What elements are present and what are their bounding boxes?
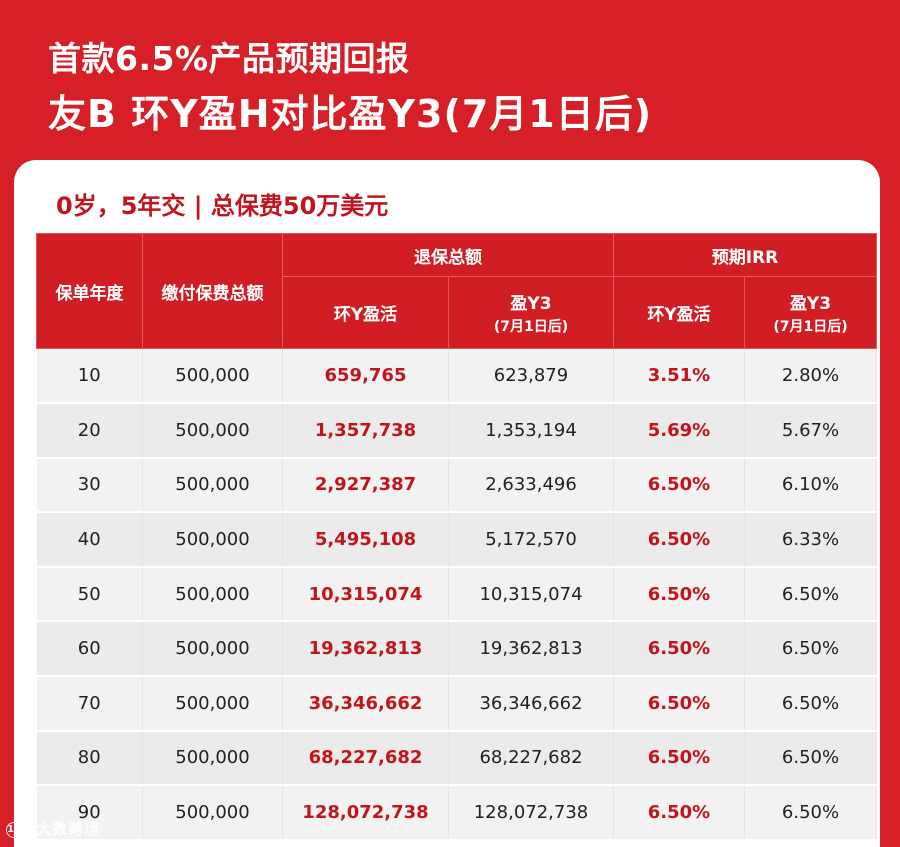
- cell-irr-a: 3.51%: [613, 348, 745, 405]
- cell-irr-a: 6.50%: [613, 730, 745, 787]
- col-header-irr-a: 环Y盈活: [613, 276, 745, 349]
- cell-year: 60: [36, 621, 143, 678]
- cell-premium: 500,000: [142, 457, 283, 514]
- cell-surrender-b: 5,172,570: [448, 512, 614, 568]
- cell-irr-a: 6.50%: [613, 676, 745, 732]
- col-header-irr-b: 盈Y3 (7月1日后): [743, 276, 878, 349]
- cell-irr-b: 2.80%: [744, 348, 878, 405]
- cell-surrender-b: 623,879: [448, 348, 614, 405]
- col-header-premium: 缴付保费总额: [142, 233, 283, 349]
- watermark-text: 大数跨境: [36, 820, 101, 838]
- col-header-surrender-b: 盈Y3 (7月1日后): [448, 276, 614, 349]
- cell-year: 50: [36, 566, 143, 623]
- cell-year: 10: [36, 348, 143, 405]
- cell-irr-b: 5.67%: [744, 403, 878, 459]
- cell-premium: 500,000: [142, 403, 283, 459]
- col-header-year: 保单年度: [36, 233, 143, 349]
- col-header-surrender-a: 环Y盈活: [282, 276, 449, 349]
- cell-surrender-b: 10,315,074: [448, 566, 614, 623]
- cell-premium: 500,000: [142, 348, 283, 405]
- cell-year: 80: [36, 730, 143, 787]
- cell-irr-b: 6.50%: [744, 621, 878, 678]
- plan-summary: 0岁，5年交 | 总保费50万美元: [56, 192, 389, 220]
- col-header-label: 环Y盈活: [647, 305, 711, 325]
- cell-irr-a: 6.50%: [613, 566, 745, 623]
- watermark-logo-icon: 100: [6, 821, 32, 838]
- cell-surrender-a: 19,362,813: [282, 621, 449, 678]
- cell-surrender-b: 36,346,662: [448, 676, 614, 732]
- cell-surrender-b: 19,362,813: [448, 621, 614, 678]
- cell-surrender-a: 128,072,738: [282, 785, 449, 841]
- cell-surrender-a: 659,765: [282, 348, 449, 405]
- cell-premium: 500,000: [142, 730, 283, 787]
- group-header-surrender: 退保总额: [282, 233, 614, 277]
- col-header-label: 盈Y3: [510, 294, 552, 314]
- col-header-label: 环Y盈活: [333, 305, 398, 325]
- cell-irr-b: 6.50%: [744, 785, 878, 841]
- cell-surrender-b: 1,353,194: [448, 403, 614, 459]
- cell-irr-b: 6.50%: [744, 676, 878, 732]
- cell-irr-a: 6.50%: [613, 512, 745, 568]
- cell-premium: 500,000: [142, 512, 283, 568]
- cell-irr-a: 5.69%: [613, 403, 745, 459]
- cell-surrender-b: 68,227,682: [448, 730, 614, 787]
- table-row: 40 500,000 5,495,108 5,172,570 6.50% 6.3…: [36, 512, 878, 568]
- cell-surrender-b: 128,072,738: [448, 785, 614, 841]
- table-row: 20 500,000 1,357,738 1,353,194 5.69% 5.6…: [36, 403, 878, 459]
- table-row: 60 500,000 19,362,813 19,362,813 6.50% 6…: [36, 621, 878, 678]
- cell-irr-b: 6.50%: [744, 730, 878, 787]
- page-header: 首款6.5%产品预期回报 友B 环Y盈H对比盈Y3(7月1日后): [48, 34, 880, 144]
- comparison-card: 0岁，5年交 | 总保费50万美元 保单年度 缴付保费总额 退保总额 预期IRR…: [14, 160, 880, 847]
- table-row: 30 500,000 2,927,387 2,633,496 6.50% 6.1…: [36, 457, 878, 514]
- cell-year: 30: [36, 457, 143, 514]
- cell-surrender-a: 10,315,074: [282, 566, 449, 623]
- cell-surrender-a: 36,346,662: [282, 676, 449, 732]
- table-row: 10 500,000 659,765 623,879 3.51% 2.80%: [36, 348, 878, 405]
- cell-surrender-b: 2,633,496: [448, 457, 614, 514]
- cell-year: 40: [36, 512, 143, 568]
- cell-surrender-a: 2,927,387: [282, 457, 449, 514]
- cell-premium: 500,000: [142, 785, 283, 841]
- cell-premium: 500,000: [142, 676, 283, 732]
- comparison-table: 保单年度 缴付保费总额 退保总额 预期IRR 环Y盈活 盈Y3 (7月1日后) 环…: [36, 233, 878, 841]
- col-header-label: 盈Y3: [789, 294, 832, 314]
- group-header-irr: 预期IRR: [612, 233, 878, 277]
- page-title: 首款6.5%产品预期回报: [48, 39, 410, 78]
- cell-irr-b: 6.50%: [744, 566, 878, 623]
- cell-year: 90: [36, 785, 143, 841]
- table-row: 50 500,000 10,315,074 10,315,074 6.50% 6…: [36, 566, 878, 623]
- table-row: 70 500,000 36,346,662 36,346,662 6.50% 6…: [36, 676, 878, 732]
- cell-premium: 500,000: [142, 621, 283, 678]
- col-header-note: (7月1日后): [493, 319, 569, 335]
- cell-surrender-a: 68,227,682: [282, 730, 449, 787]
- cell-irr-a: 6.50%: [613, 785, 745, 841]
- col-header-note: (7月1日后): [773, 319, 848, 335]
- table-row: 90 500,000 128,072,738 128,072,738 6.50%…: [36, 785, 878, 841]
- watermark: 100 大数跨境: [6, 818, 100, 839]
- table-row: 80 500,000 68,227,682 68,227,682 6.50% 6…: [36, 730, 878, 787]
- cell-premium: 500,000: [142, 566, 283, 623]
- cell-irr-b: 6.10%: [744, 457, 878, 514]
- cell-irr-a: 6.50%: [613, 621, 745, 678]
- cell-surrender-a: 5,495,108: [282, 512, 449, 568]
- cell-surrender-a: 1,357,738: [282, 403, 449, 459]
- cell-irr-b: 6.33%: [744, 512, 878, 568]
- cell-year: 20: [36, 403, 143, 459]
- cell-irr-a: 6.50%: [613, 457, 745, 514]
- cell-year: 70: [36, 676, 143, 732]
- page-subtitle: 友B 环Y盈H对比盈Y3(7月1日后): [48, 92, 653, 136]
